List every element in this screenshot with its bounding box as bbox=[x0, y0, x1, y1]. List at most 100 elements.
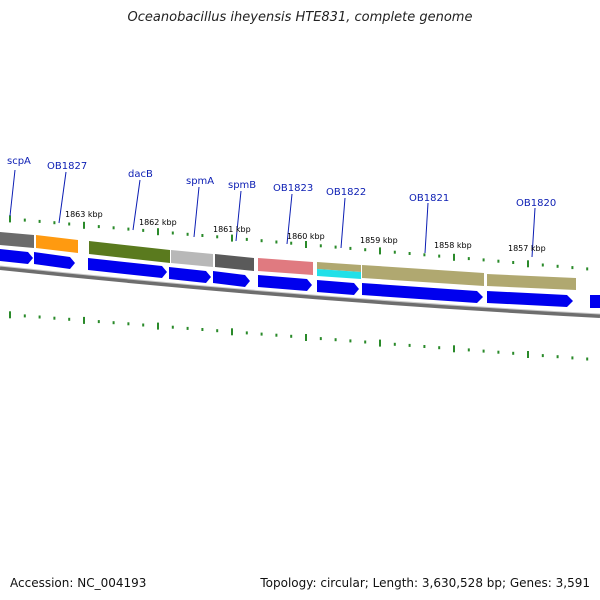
upper-ruler-tick bbox=[467, 257, 470, 261]
lower-ruler-tick bbox=[142, 323, 145, 327]
cds-arrow-8 bbox=[362, 283, 483, 303]
feature-block-OB1822-b bbox=[317, 269, 361, 279]
upper-ruler-tick bbox=[364, 248, 367, 252]
gene-label-spmA: spmA bbox=[186, 176, 214, 187]
kbp-label-1861: 1861 kbp bbox=[213, 225, 251, 234]
lower-ruler-tick bbox=[171, 325, 174, 329]
upper-ruler-tick bbox=[349, 246, 352, 250]
gene-label-scpA: scpA bbox=[7, 156, 31, 167]
cds-arrow-4 bbox=[169, 267, 211, 283]
cds-arrow-9 bbox=[487, 291, 573, 307]
lower-tick-ruler bbox=[9, 311, 589, 361]
gene-label-dacB: dacB bbox=[128, 169, 153, 180]
lower-ruler-tick bbox=[260, 332, 263, 336]
upper-ruler-tick bbox=[171, 231, 174, 235]
lower-ruler-tick bbox=[527, 351, 529, 358]
lower-ruler-tick bbox=[157, 322, 159, 330]
upper-ruler-tick bbox=[53, 221, 56, 225]
lower-ruler-tick bbox=[482, 349, 485, 353]
upper-ruler-tick bbox=[245, 237, 248, 241]
upper-ruler-tick bbox=[290, 241, 293, 245]
cds-arrow-6 bbox=[258, 275, 312, 291]
leader-line-spmA bbox=[193, 186, 200, 238]
lower-ruler-tick bbox=[97, 320, 100, 324]
gene-labels: scpA OB1827 dacB spmA spmB OB1823 OB1822… bbox=[7, 156, 556, 209]
cds-arrows bbox=[0, 249, 600, 308]
gene-label-OB1823: OB1823 bbox=[273, 183, 313, 194]
cds-arrow-3 bbox=[88, 258, 167, 278]
feature-block-OB1823 bbox=[258, 258, 313, 275]
lower-ruler-tick bbox=[53, 316, 56, 320]
lower-ruler-tick bbox=[83, 316, 85, 324]
upper-ruler-tick bbox=[127, 227, 130, 231]
upper-ruler-tick bbox=[83, 221, 85, 229]
cds-arrow-5 bbox=[213, 271, 250, 287]
feature-block-spmA bbox=[171, 250, 213, 267]
upper-ruler-tick bbox=[482, 258, 485, 262]
lower-ruler-tick bbox=[364, 340, 367, 344]
lower-ruler-tick bbox=[68, 317, 71, 321]
lower-ruler-tick bbox=[216, 329, 219, 333]
genome-stats-label: Topology: circular; Length: 3,630,528 bp… bbox=[260, 576, 590, 590]
kbp-label-1860: 1860 kbp bbox=[287, 232, 325, 241]
upper-ruler-tick bbox=[201, 234, 204, 237]
upper-ruler-tick bbox=[512, 261, 515, 264]
feature-block-spmB bbox=[215, 254, 254, 271]
lower-ruler-tick bbox=[9, 311, 11, 319]
upper-ruler-tick bbox=[556, 264, 559, 268]
feature-block-OB1821 bbox=[362, 265, 484, 286]
cds-arrow-7 bbox=[317, 280, 359, 295]
genome-backbone-highlight bbox=[0, 265, 600, 315]
genome-backbone bbox=[0, 266, 600, 318]
lower-ruler-tick bbox=[571, 356, 574, 360]
upper-ruler-tick bbox=[527, 260, 529, 268]
upper-ruler-tick bbox=[9, 215, 11, 223]
lower-ruler-tick bbox=[453, 345, 455, 353]
kbp-label-1857: 1857 kbp bbox=[508, 244, 546, 253]
kbp-label-1859: 1859 kbp bbox=[360, 236, 398, 245]
lower-ruler-tick bbox=[586, 357, 589, 361]
lower-ruler-tick bbox=[556, 355, 559, 359]
feature-blocks bbox=[0, 232, 576, 290]
upper-ruler-tick bbox=[260, 239, 263, 243]
upper-ruler-tick bbox=[408, 252, 411, 255]
feature-block-scpA bbox=[0, 232, 34, 248]
upper-ruler-tick bbox=[319, 244, 322, 248]
upper-ruler-tick bbox=[334, 245, 337, 249]
upper-ruler-tick bbox=[438, 254, 441, 258]
gene-leader-lines bbox=[9, 169, 536, 258]
cds-arrow-10 bbox=[590, 295, 600, 308]
upper-ruler-tick bbox=[112, 226, 115, 230]
leader-line-OB1823 bbox=[286, 193, 293, 245]
lower-ruler-tick bbox=[127, 322, 130, 326]
lower-ruler-tick bbox=[201, 328, 204, 331]
kbp-label-1862: 1862 kbp bbox=[139, 218, 177, 227]
leader-line-scpA bbox=[9, 169, 16, 217]
upper-ruler-tick bbox=[541, 263, 544, 267]
leader-line-OB1821 bbox=[424, 202, 429, 254]
lower-ruler-tick bbox=[541, 354, 544, 358]
lower-ruler-tick bbox=[245, 331, 248, 335]
upper-ruler-tick bbox=[453, 253, 455, 261]
upper-tick-ruler bbox=[9, 215, 589, 271]
upper-ruler-tick bbox=[497, 259, 500, 263]
lower-ruler-tick bbox=[393, 342, 396, 346]
lower-ruler-tick bbox=[438, 346, 441, 350]
lower-ruler-tick bbox=[467, 348, 470, 352]
gene-label-OB1821: OB1821 bbox=[409, 193, 449, 204]
lower-ruler-tick bbox=[112, 321, 115, 325]
gene-label-OB1827: OB1827 bbox=[47, 161, 87, 172]
feature-block-OB1822-a bbox=[317, 262, 361, 272]
upper-ruler-tick bbox=[97, 225, 100, 229]
upper-ruler-tick bbox=[23, 218, 26, 222]
upper-ruler-tick bbox=[186, 232, 189, 236]
lower-ruler-tick bbox=[512, 351, 515, 355]
lower-ruler-tick bbox=[497, 350, 500, 354]
gene-label-OB1820: OB1820 bbox=[516, 198, 556, 209]
lower-ruler-tick bbox=[23, 314, 26, 318]
feature-block-dacB bbox=[89, 241, 170, 263]
lower-ruler-tick bbox=[186, 326, 189, 330]
leader-line-OB1822 bbox=[340, 197, 346, 249]
lower-ruler-tick bbox=[275, 333, 278, 337]
